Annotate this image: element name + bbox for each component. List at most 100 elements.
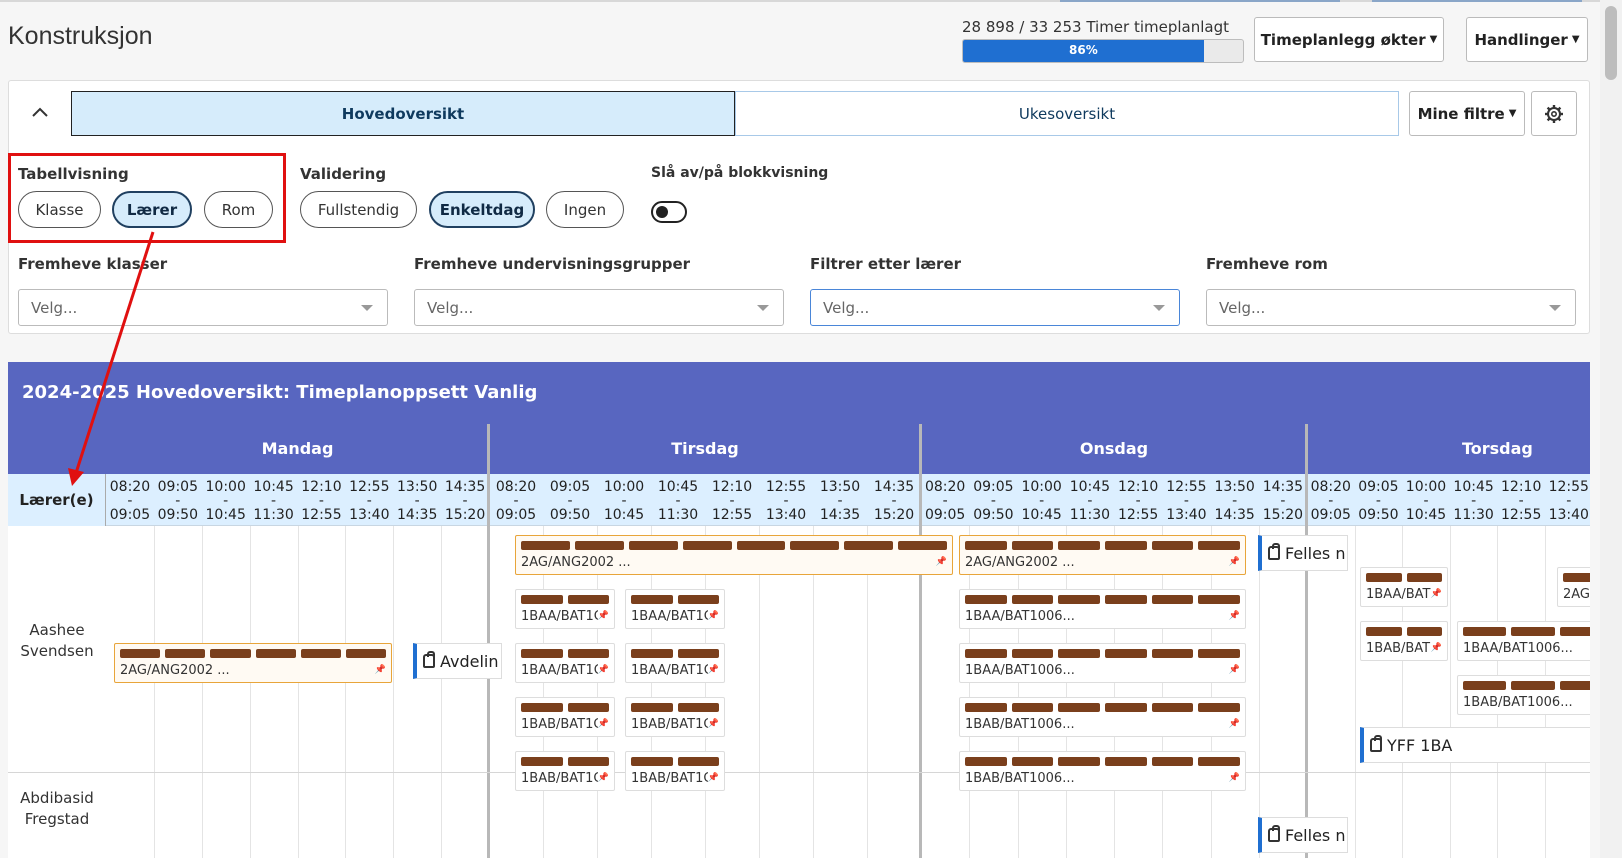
scrollbar-thumb[interactable] (1605, 6, 1617, 80)
event-label: Felles n (1285, 825, 1346, 845)
view-teacher-button[interactable]: Lærer (112, 191, 192, 228)
period-bar (1559, 681, 1590, 690)
schedule-sessions-button[interactable]: Timeplanlegg økter ▼ (1254, 17, 1444, 62)
lesson-card[interactable]: 1BAA/BAT 📌 (1360, 567, 1448, 607)
time-slot-end: 12:55 (711, 507, 753, 523)
filter-teacher-select[interactable]: Velg... (810, 289, 1180, 326)
slot-gridline (1114, 526, 1115, 858)
time-slot-header: 12:10-12:55 (705, 474, 759, 526)
slot-gridline (297, 526, 299, 858)
time-slot-end: 13:40 (1548, 507, 1589, 523)
highlight-groups-select[interactable]: Velg... (414, 289, 784, 326)
event-card[interactable]: Felles n (1258, 535, 1348, 571)
lesson-card[interactable]: 1BAB/BAT1006...📌 (959, 697, 1246, 737)
pin-icon: 📌 (707, 773, 719, 783)
lesson-card[interactable]: 1BAB/BAT1C 📌 (625, 751, 725, 791)
bag-icon (423, 651, 435, 668)
pin-icon: 📌 (1228, 557, 1240, 567)
table-view-label: Tabellvisning (18, 165, 129, 183)
time-slot-header: 08:20-09:05 (1307, 474, 1355, 526)
lesson-card[interactable]: 2AG/ANG2002 ... 📌 (515, 535, 953, 575)
validation-none-button[interactable]: Ingen (546, 191, 624, 228)
my-filters-button[interactable]: Mine filtre ▼ (1409, 91, 1525, 136)
lesson-card[interactable]: 1BAA/BAT1C 📌 (515, 643, 615, 683)
time-slot-start: 12:10 (1501, 479, 1542, 495)
time-slot-header: 12:55-13:40 (1162, 474, 1210, 526)
time-slot-dash: - (223, 493, 229, 509)
period-bar (300, 649, 341, 658)
lesson-card[interactable]: 2AG/ANG2002 ... 📌 (114, 643, 392, 683)
time-slot-end: 09:05 (924, 507, 966, 523)
lesson-card[interactable]: 1BAB/BAT1C 📌 (625, 697, 725, 737)
select-placeholder: Velg... (31, 298, 78, 317)
slot-gridline (249, 526, 251, 858)
actions-button[interactable]: Handlinger ▼ (1466, 17, 1588, 62)
time-slot-start: 10:45 (253, 479, 294, 495)
lesson-period-bars (965, 649, 1241, 658)
slot-gridline (867, 526, 868, 858)
event-card[interactable]: Avdelin (413, 643, 502, 679)
dropdown-arrow-icon (361, 305, 373, 311)
lesson-card[interactable]: 1BAA/BAT1C 📌 (625, 643, 725, 683)
validation-full-button[interactable]: Fullstendig (300, 191, 417, 228)
view-class-button[interactable]: Klasse (18, 191, 101, 228)
time-slot-start: 10:45 (657, 479, 699, 495)
slot-gridline (759, 526, 760, 858)
event-card[interactable]: Felles n (1258, 817, 1348, 853)
highlight-classes-select[interactable]: Velg... (18, 289, 388, 326)
lesson-card[interactable]: 1BAB/BAT 📌 (1360, 621, 1448, 661)
day-header-onsdag: Onsdag (1079, 439, 1149, 458)
bag-icon (1370, 735, 1382, 752)
tab-main-overview[interactable]: Hovedoversikt (71, 91, 735, 136)
block-view-toggle[interactable] (651, 201, 687, 223)
lesson-card[interactable]: 1BAA/BAT1C 📌 (625, 589, 725, 629)
period-bar (1511, 681, 1555, 690)
period-bar (567, 703, 609, 712)
teacher-name[interactable]: Aashee Svendsen (8, 620, 106, 662)
period-bar (628, 541, 678, 550)
time-slot-header: 10:00-10:45 (202, 474, 250, 526)
validation-single-day-button[interactable]: Enkeltdag (429, 191, 535, 228)
period-bar (521, 541, 570, 550)
time-slot-header: 14:35-15:20 (1259, 474, 1307, 526)
lesson-card[interactable]: 1BAB/BAT1C 📌 (515, 751, 615, 791)
time-slot-end: 11:30 (657, 507, 699, 523)
time-slot-header: 14:35-15:20 (867, 474, 921, 526)
teacher-name[interactable]: Abdibasid Fregstad (8, 788, 106, 830)
lesson-card[interactable]: 2AG/📌 (1557, 567, 1590, 607)
time-slot-start: 08:20 (109, 479, 151, 495)
lesson-period-bars (521, 541, 947, 550)
pin-icon: 📌 (1430, 643, 1442, 653)
view-room-button[interactable]: Rom (204, 191, 273, 228)
day-header-tirsdag: Tirsdag (671, 439, 739, 458)
time-slot-dash: - (1328, 493, 1334, 509)
annotation-highlight-box (8, 153, 286, 243)
lesson-card[interactable]: 2AG/ANG2002 ... 📌 (959, 535, 1246, 575)
lesson-card[interactable]: 1BAA/BAT1006...📌 (959, 589, 1246, 629)
time-slot-end: 09:50 (973, 507, 1014, 523)
period-bar (1058, 757, 1101, 766)
settings-button[interactable] (1531, 91, 1577, 136)
event-card[interactable]: YFF 1BA (1360, 727, 1590, 763)
progress-label: 28 898 / 33 253 Timer timeplanlagt (962, 18, 1230, 36)
lesson-label: 1BAB/BAT1C (631, 717, 708, 732)
lesson-card[interactable]: 1BAA/BAT1006...📌 (959, 643, 1246, 683)
page-scrollbar[interactable] (1600, 0, 1622, 858)
tab-week-overview[interactable]: Ukesoversikt (735, 91, 1399, 136)
period-bar (1198, 703, 1241, 712)
chevron-up-icon[interactable] (23, 95, 57, 129)
lesson-card[interactable]: 1BAB/BAT1006...📌 (1457, 675, 1590, 715)
period-bar (1198, 541, 1241, 550)
highlight-rooms-select[interactable]: Velg... (1206, 289, 1576, 326)
period-bar (165, 649, 206, 658)
period-bar (1151, 595, 1194, 604)
lesson-card[interactable]: 1BAA/BAT1C 📌 (515, 589, 615, 629)
time-slot-dash: - (675, 493, 681, 509)
lesson-label: 2AG/ (1563, 587, 1590, 602)
pin-icon: 📌 (1228, 611, 1240, 621)
lesson-card[interactable]: 1BAB/BAT1C 📌 (515, 697, 615, 737)
lesson-card[interactable]: 1BAA/BAT1006...📌 (1457, 621, 1590, 661)
lesson-card[interactable]: 1BAB/BAT1006...📌 (959, 751, 1246, 791)
time-slot-header: 10:00-10:45 (597, 474, 651, 526)
time-slot-start: 08:20 (495, 479, 537, 495)
